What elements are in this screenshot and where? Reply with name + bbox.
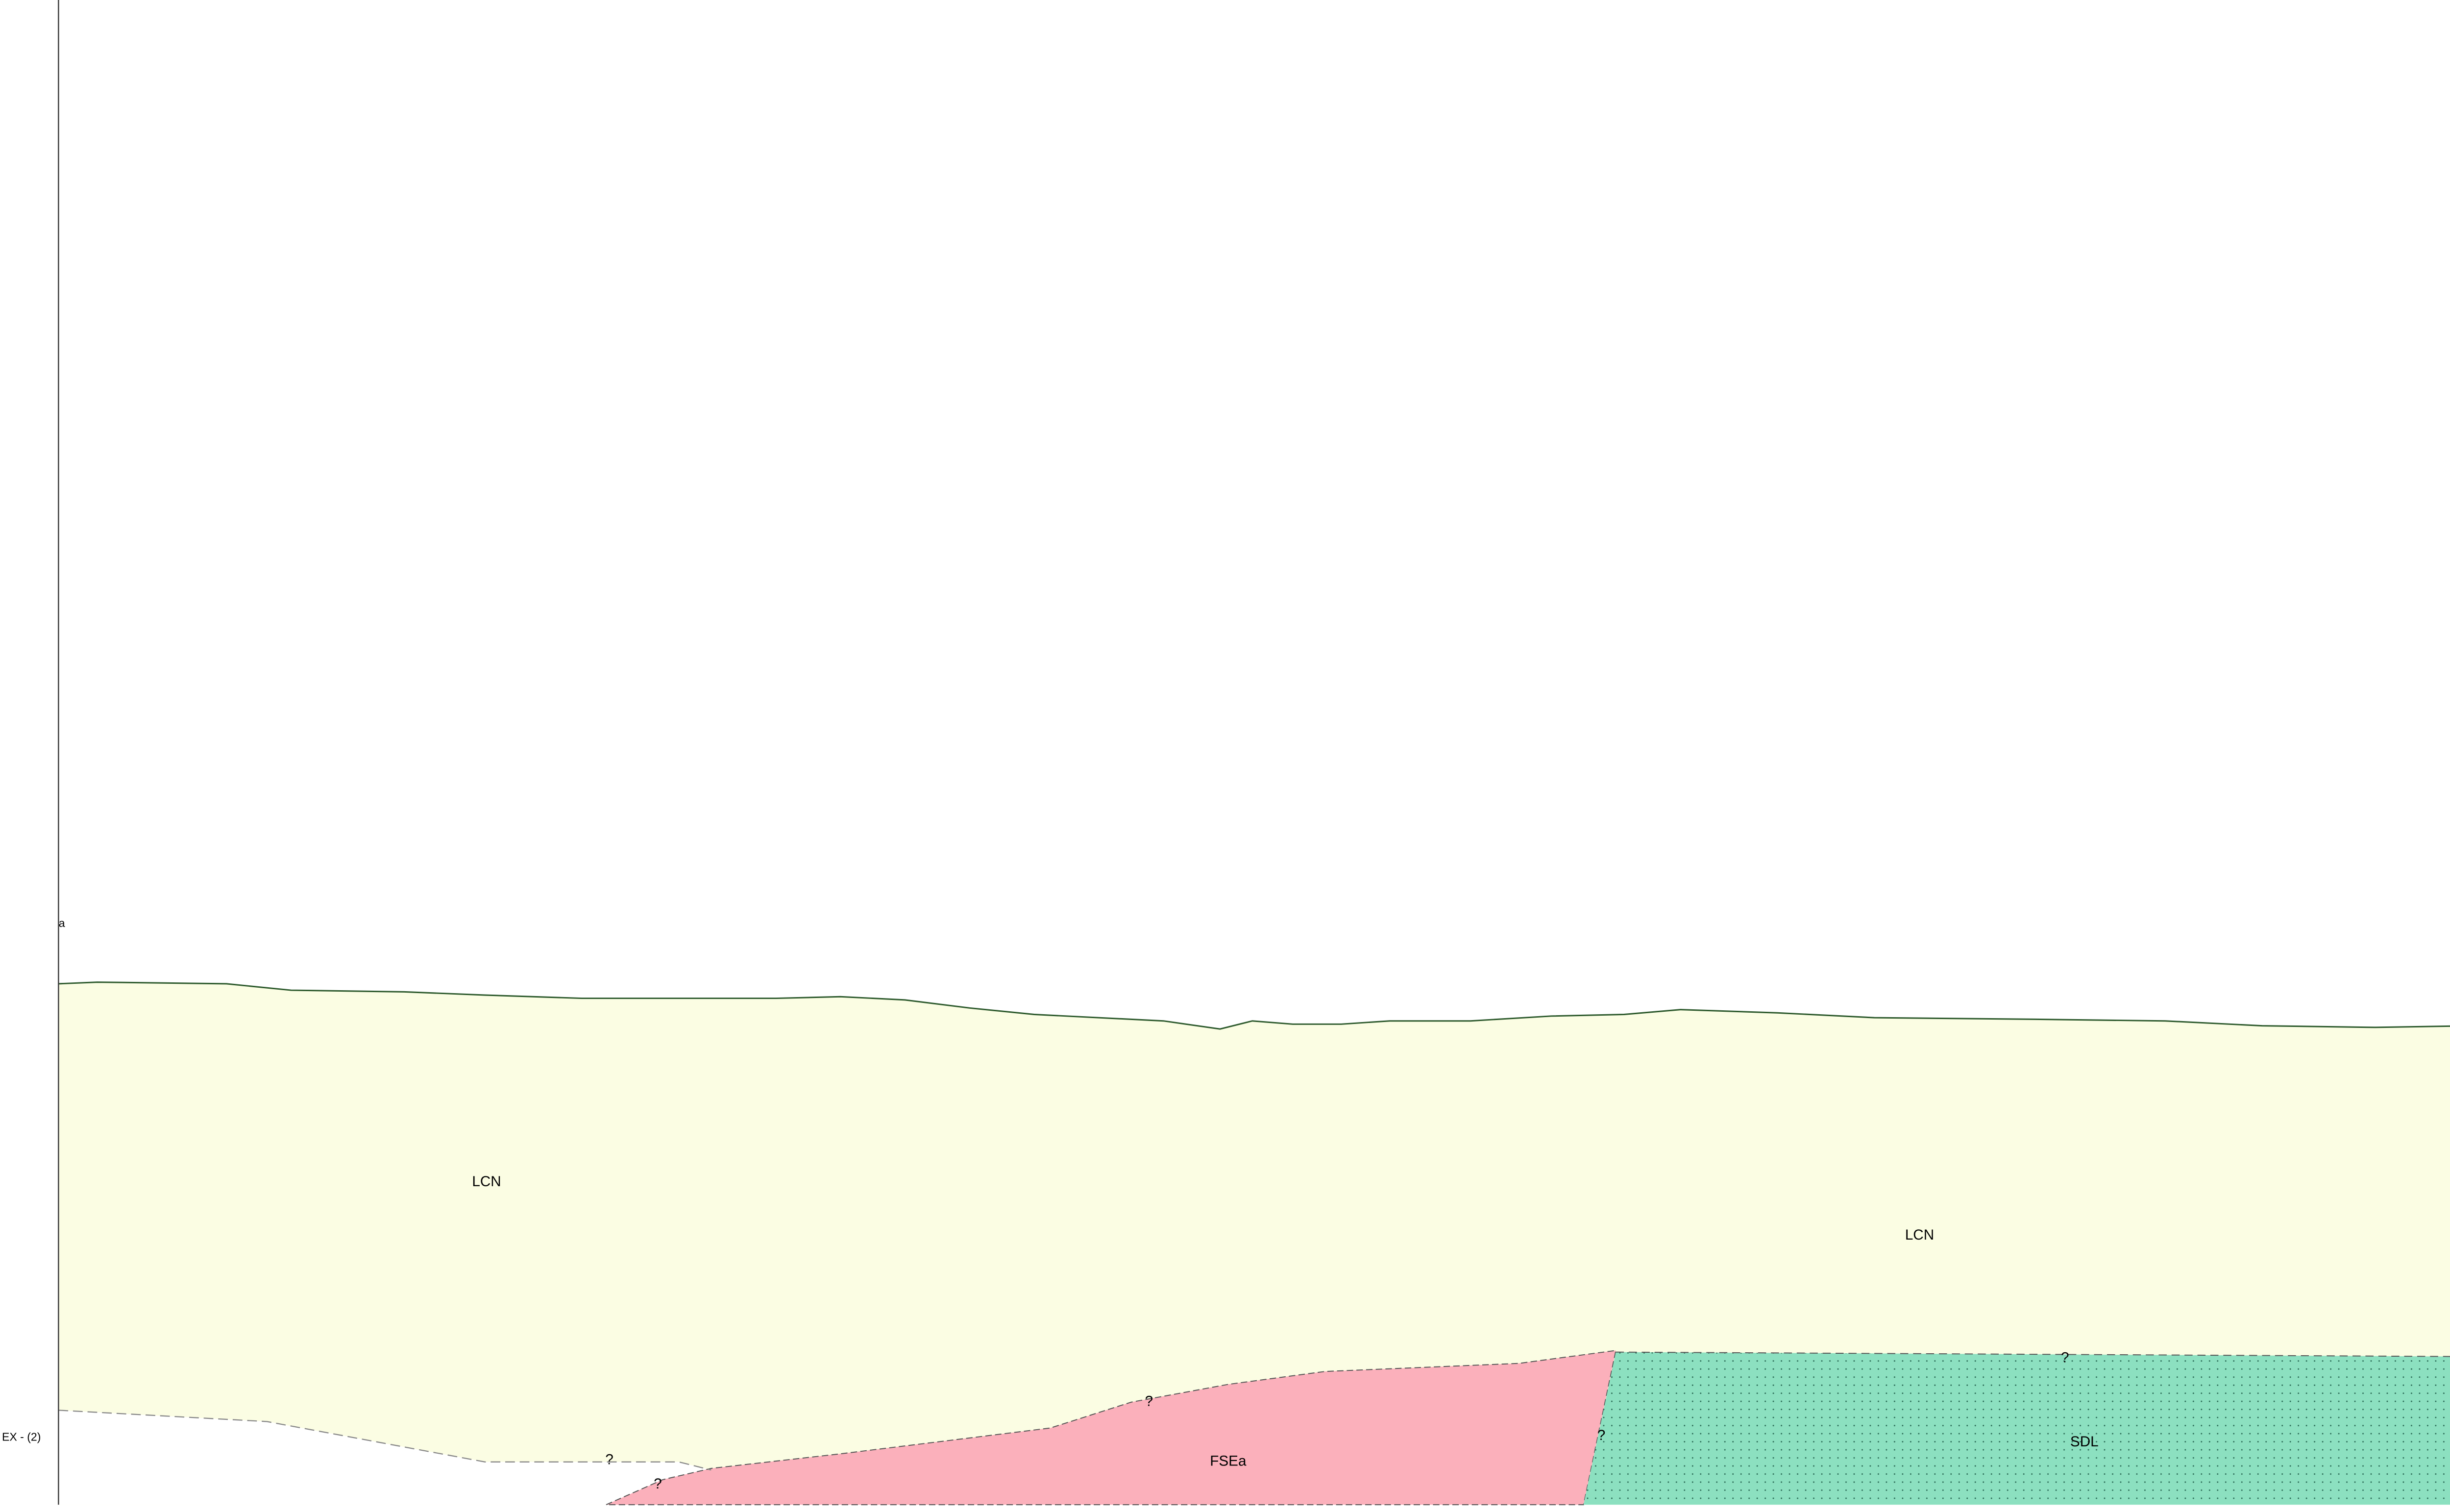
left-label: a [59, 917, 65, 929]
region-label: LCN [472, 1173, 501, 1190]
question-mark: ? [654, 1476, 662, 1492]
question-mark: ? [605, 1451, 613, 1467]
sdl-layer [1583, 1352, 2450, 1505]
region-label: LCN [1905, 1227, 1934, 1243]
sdl-top [1616, 1351, 2450, 1357]
region-label: FSEa [1210, 1453, 1247, 1469]
question-mark: ? [1597, 1427, 1605, 1443]
fsea-layer [606, 1350, 1617, 1506]
question-mark: ? [2061, 1350, 2069, 1366]
left-label: EX - (2) [2, 1430, 41, 1443]
ground-line [58, 981, 2450, 1030]
dashed-contact [58, 1410, 711, 1471]
question-mark: ? [1145, 1393, 1153, 1410]
lower-white [58, 1410, 711, 1505]
region-label: SDL [2070, 1434, 2099, 1450]
